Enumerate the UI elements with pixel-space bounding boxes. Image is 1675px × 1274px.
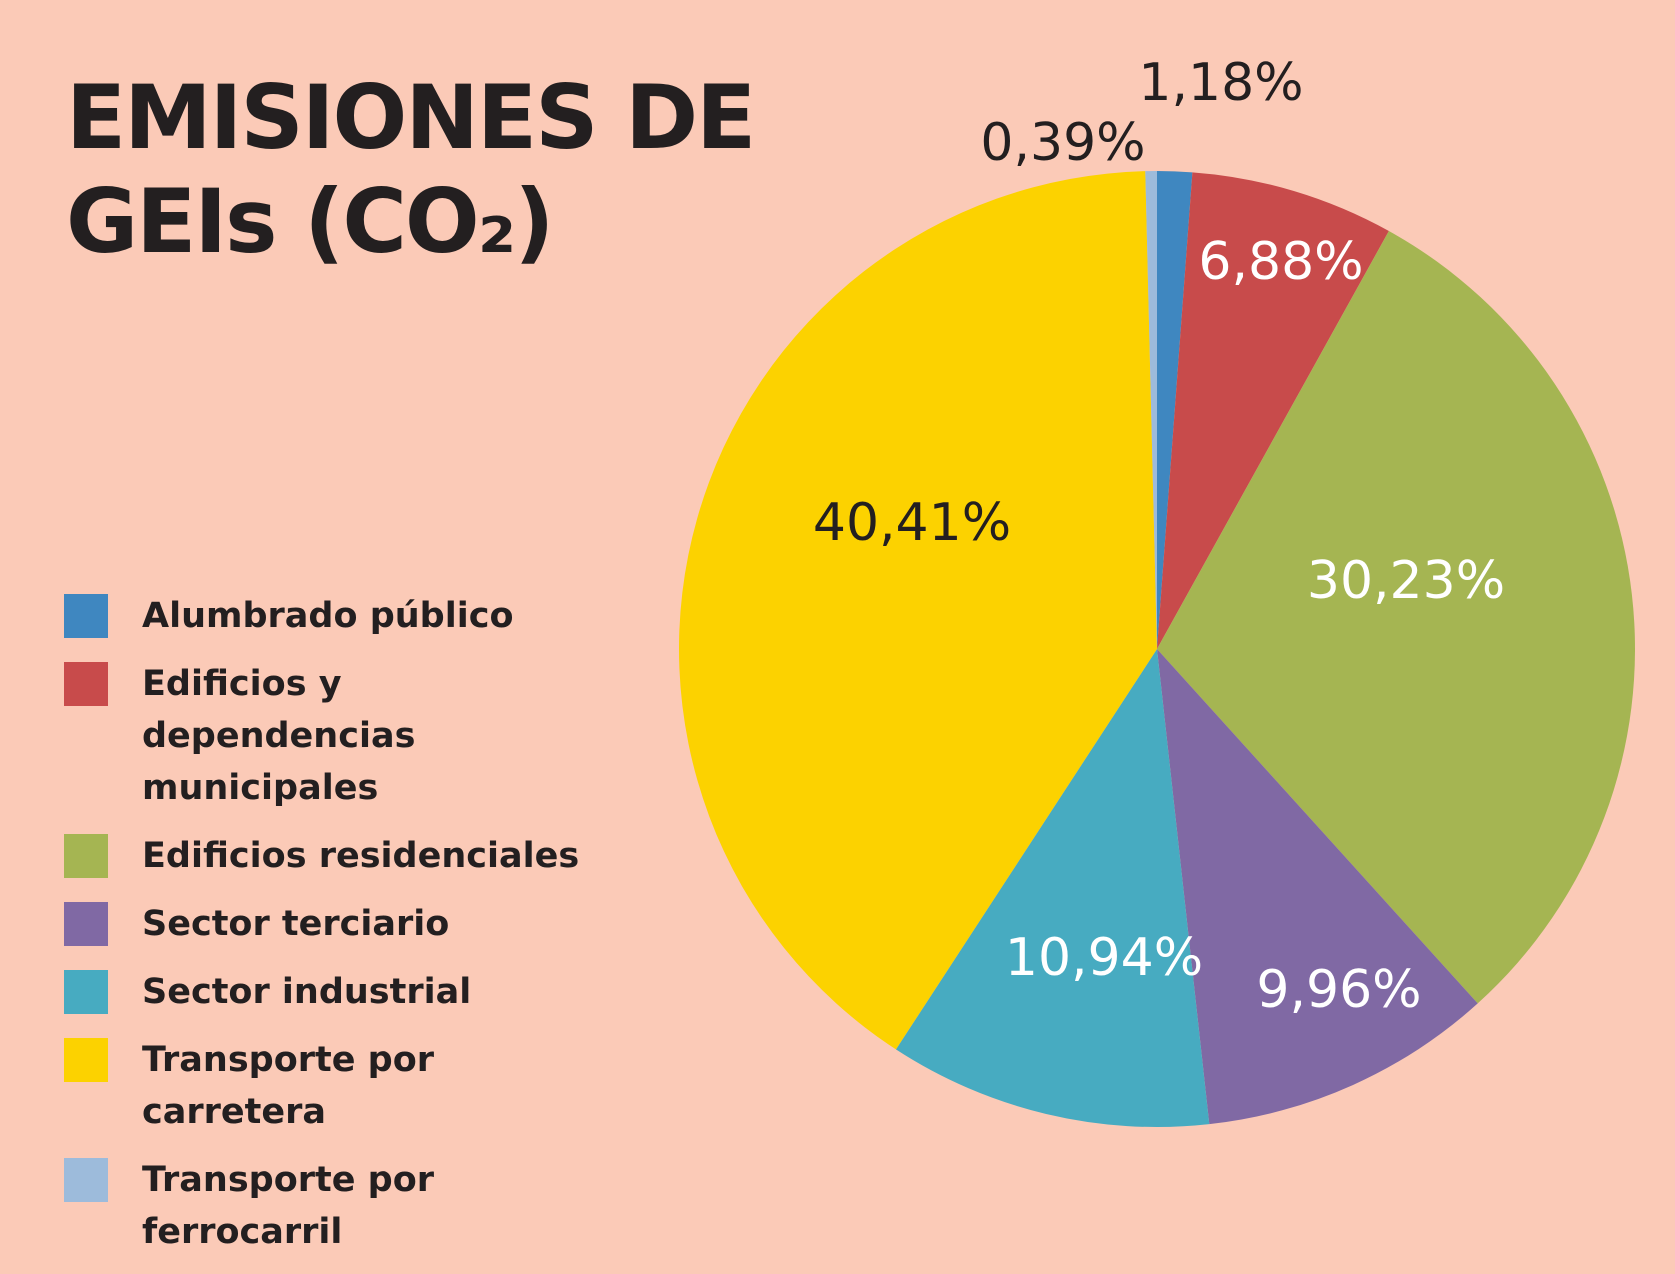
legend-item: Alumbrado público (64, 590, 624, 642)
legend-label: Edificios y dependencias municipales (142, 664, 416, 808)
data-label: 0,39% (980, 113, 1145, 173)
data-label: 9,96% (1256, 960, 1421, 1020)
legend-swatch (64, 662, 108, 706)
legend-label: Transporte por carretera (142, 1040, 435, 1132)
legend-swatch (64, 1158, 108, 1202)
chart-title: EMISIONES DE GEIs (CO₂) (66, 66, 756, 274)
legend-item: Edificios y dependencias municipales (64, 658, 624, 814)
legend: Alumbrado público Edificios y dependencia… (64, 590, 624, 1274)
pie-slice (1157, 172, 1389, 650)
legend-item: Sector terciario (64, 898, 624, 950)
legend-swatch (64, 902, 108, 946)
title-line: GEIs (CO₂) (66, 170, 554, 273)
legend-label: Transporte por ferrocarril (142, 1160, 435, 1252)
data-label: 30,23% (1307, 551, 1505, 611)
pie-slice (1157, 649, 1478, 1125)
legend-item: Sector industrial (64, 966, 624, 1018)
data-label: 40,41% (813, 493, 1011, 553)
pie-slice (1145, 171, 1157, 649)
pie-slice (678, 171, 1157, 1050)
data-label: 1,18% (1138, 53, 1303, 113)
legend-swatch (64, 834, 108, 878)
pie-slice (1157, 171, 1193, 649)
legend-label: Alumbrado público (142, 596, 514, 636)
legend-swatch (64, 1038, 108, 1082)
chart: 1,18% 6,88% 30,23% 9,96% 10,94% 40,41% 0,39% (678, 53, 1635, 1128)
legend-swatch (64, 970, 108, 1014)
data-label: 10,94% (1005, 928, 1203, 988)
legend-item: Edificios residenciales (64, 830, 624, 882)
pie-slice (1157, 231, 1635, 1004)
page: EMISIONES DE GEIs (CO₂) Alumbrado públic… (64, 53, 1635, 1252)
legend-item: Transporte por ferrocarril (64, 1154, 624, 1258)
legend-swatch (64, 594, 108, 638)
legend-label: Sector industrial (142, 972, 472, 1012)
legend-item: Transporte por carretera (64, 1034, 624, 1138)
legend-label: Edificios residenciales (142, 836, 580, 876)
title-line: EMISIONES DE (66, 66, 756, 169)
pie-slice (895, 649, 1210, 1128)
data-label: 6,88% (1198, 232, 1363, 292)
legend-label: Sector terciario (142, 904, 450, 944)
